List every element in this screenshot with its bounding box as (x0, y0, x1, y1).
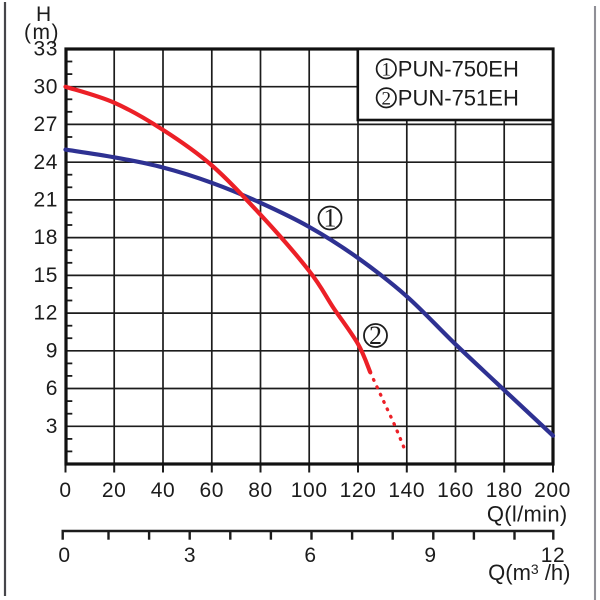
svg-text:30: 30 (33, 75, 58, 98)
svg-text:20: 20 (102, 479, 127, 502)
svg-text:21: 21 (33, 189, 58, 212)
svg-text:1: 1 (324, 204, 337, 233)
svg-text:60: 60 (200, 479, 225, 502)
svg-text:Q(l/min): Q(l/min) (487, 502, 568, 527)
svg-text:H: H (36, 3, 51, 26)
svg-text:PUN-751EH: PUN-751EH (398, 85, 519, 110)
svg-text:140: 140 (388, 479, 425, 502)
svg-text:1: 1 (382, 59, 392, 80)
svg-text:12: 12 (541, 544, 566, 567)
svg-text:(m): (m) (24, 21, 60, 44)
svg-text:18: 18 (33, 226, 58, 249)
svg-text:9: 9 (424, 544, 436, 567)
svg-text:6: 6 (46, 377, 58, 400)
svg-text:40: 40 (151, 479, 176, 502)
svg-text:80: 80 (248, 479, 273, 502)
svg-text:24: 24 (33, 151, 58, 174)
svg-text:27: 27 (33, 113, 58, 136)
svg-text:180: 180 (486, 479, 523, 502)
svg-text:200: 200 (534, 479, 571, 502)
svg-text:120: 120 (340, 479, 377, 502)
svg-text:33: 33 (33, 38, 58, 61)
svg-text:100: 100 (291, 479, 328, 502)
svg-text:160: 160 (437, 479, 474, 502)
svg-text:3: 3 (46, 415, 58, 438)
svg-text:2: 2 (369, 321, 382, 350)
svg-text:0: 0 (58, 544, 70, 567)
svg-text:3: 3 (184, 544, 196, 567)
svg-text:Q(m3 /h): Q(m3 /h) (488, 560, 570, 585)
svg-text:15: 15 (33, 264, 58, 287)
svg-text:9: 9 (46, 339, 58, 362)
svg-text:0: 0 (59, 479, 71, 502)
svg-text:6: 6 (304, 544, 316, 567)
svg-text:PUN-750EH: PUN-750EH (398, 56, 519, 81)
svg-text:12: 12 (33, 302, 58, 325)
svg-text:2: 2 (382, 88, 392, 109)
